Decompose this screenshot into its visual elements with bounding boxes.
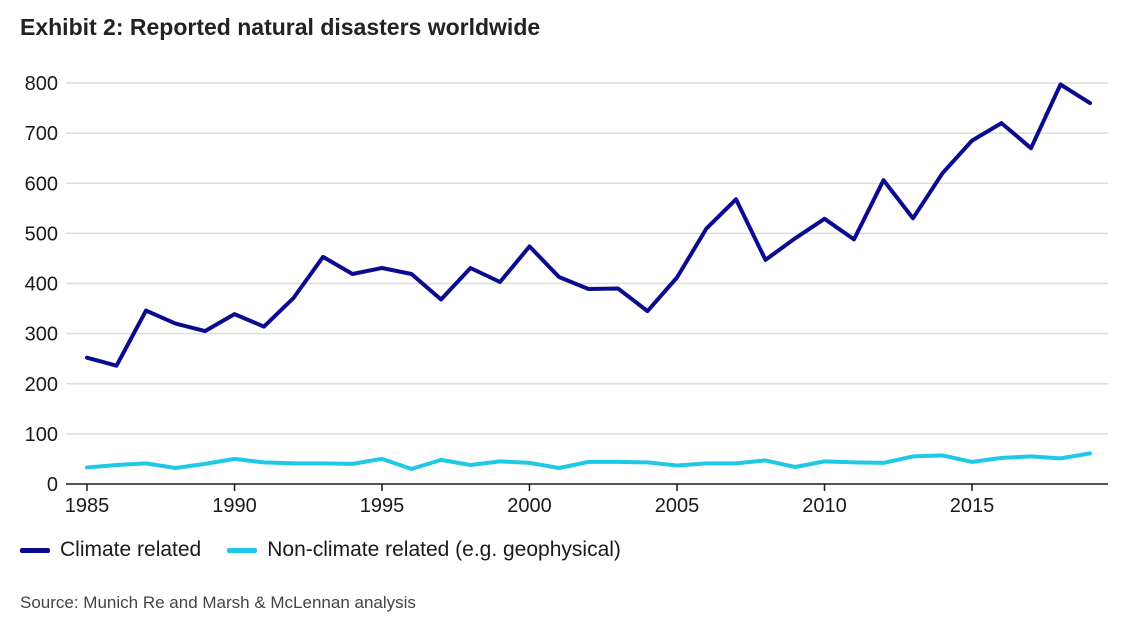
series-line-climate (85, 82, 1092, 368)
legend-item-climate: Climate related (20, 538, 201, 562)
x-tick-label: 2010 (802, 495, 847, 517)
x-tick-label: 1995 (360, 495, 405, 517)
gridlines (66, 82, 1108, 485)
legend-swatch-non-climate (227, 547, 258, 553)
x-tick-label: 2005 (655, 495, 700, 517)
series-line-non-climate (85, 451, 1092, 471)
legend-swatch-climate (20, 547, 50, 553)
y-tick-label: 100 (25, 424, 58, 446)
legend-label-climate: Climate related (60, 538, 202, 561)
y-tick-label: 800 (25, 73, 58, 95)
y-tick-label: 700 (25, 123, 58, 145)
source-note: Source: Munich Re and Marsh & McLennan a… (20, 593, 416, 612)
y-tick-label: 500 (25, 223, 58, 245)
y-tick-label: 400 (25, 274, 58, 296)
legend-label-non-climate: Non-climate related (e.g. geophysical) (267, 538, 621, 561)
y-tick-label: 0 (47, 474, 58, 496)
x-tick-label: 1985 (65, 495, 110, 517)
x-tick-label: 2000 (507, 495, 552, 517)
y-axis-ticks: 0 100 200 300 400 500 600 700 800 (25, 73, 58, 496)
y-tick-label: 200 (25, 374, 58, 396)
legend: Climate related Non-climate related (e.g… (20, 538, 647, 562)
legend-item-non-climate: Non-climate related (e.g. geophysical) (227, 538, 621, 562)
y-tick-label: 300 (25, 324, 58, 346)
x-tick-label: 1990 (212, 495, 257, 517)
x-tick-label: 2015 (950, 495, 995, 517)
x-axis-ticks: 1985 1990 1995 2000 2005 2010 2015 (65, 484, 995, 517)
chart-title: Exhibit 2: Reported natural disasters wo… (20, 14, 541, 40)
series-lines (85, 82, 1092, 471)
y-tick-label: 600 (25, 173, 58, 195)
line-chart: 0 100 200 300 400 500 600 700 800 1985 1990 1995 20… (25, 73, 1108, 517)
